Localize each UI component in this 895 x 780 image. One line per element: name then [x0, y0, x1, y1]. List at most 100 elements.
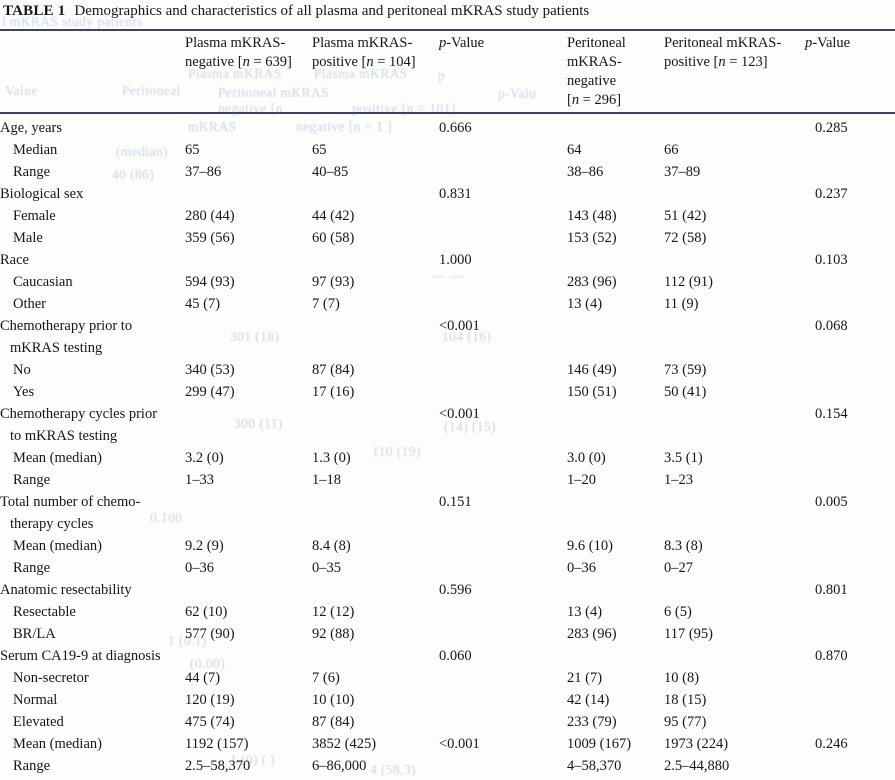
- table-row: BR/LA 577 (90) 92 (88) 283 (96) 117 (95): [0, 623, 895, 645]
- value-cell: [310, 117, 437, 139]
- p-value-cell: [805, 557, 895, 579]
- header-bottom-rule: [0, 112, 895, 114]
- p-value-cell: [805, 447, 895, 469]
- value-cell: 73 (59): [664, 362, 707, 378]
- header-row: Plasma mKRAS- negative [n = 639] Plasma m…: [0, 34, 895, 110]
- value-cell: 475 (74): [185, 714, 235, 730]
- value-cell: [310, 491, 437, 535]
- value-cell: 95 (77): [664, 714, 707, 730]
- value-cell: 120 (19): [185, 692, 235, 708]
- p-value-cell: [437, 755, 565, 777]
- p-value-cell: [805, 755, 895, 777]
- table-row: Range 0–36 0–35 0–36 0–27: [0, 557, 895, 579]
- ghost-text-fragment: 104 (16): [442, 329, 492, 344]
- p-value-cell: [805, 711, 895, 733]
- row-label: Male: [13, 230, 43, 246]
- table-row: Female 280 (44) 44 (42) 143 (48) 51 (42): [0, 205, 895, 227]
- row-label: Caucasian: [13, 274, 73, 290]
- value-cell: [183, 183, 310, 205]
- ghost-text-fragment: — —: [432, 268, 464, 283]
- value-cell: 44 (7): [185, 670, 221, 686]
- value-cell: 3.0 (0): [567, 450, 606, 466]
- table-row: Total number of chemo- therapy cycles 0.1…: [0, 491, 895, 535]
- value-cell: 283 (96): [567, 274, 617, 290]
- value-cell: [662, 579, 805, 601]
- ghost-text-fragment: negative [n = 1 ]: [296, 119, 393, 134]
- column-header: p-Value: [805, 35, 851, 51]
- p-value-cell: 1.000: [439, 252, 472, 268]
- table-row: Biological sex 0.831 0.237: [0, 183, 895, 205]
- p-value-cell: 0.151: [439, 494, 472, 510]
- value-cell: 12 (12): [312, 604, 355, 620]
- p-value-cell: [437, 711, 565, 733]
- p-value-cell: [437, 689, 565, 711]
- value-cell: [183, 315, 310, 359]
- table-row: Median 65 65 64 66: [0, 139, 895, 161]
- p-value-cell: [805, 271, 895, 293]
- value-cell: 2.5–58,370: [185, 758, 251, 774]
- value-cell: 283 (96): [567, 626, 617, 642]
- ghost-text-fragment: (median): [116, 144, 168, 159]
- value-cell: 66: [664, 142, 679, 158]
- p-value-cell: [437, 623, 565, 645]
- p-value-cell: 0.060: [439, 648, 472, 664]
- table-row: Race 1.000 0.103: [0, 249, 895, 271]
- value-cell: 8.3 (8): [664, 538, 703, 554]
- table-row: No 340 (53) 87 (84) 146 (49) 73 (59): [0, 359, 895, 381]
- value-cell: 72 (58): [664, 230, 707, 246]
- row-label: Mean (median): [13, 538, 102, 554]
- table-row: Chemotherapy prior to mKRAS testing <0.00…: [0, 315, 895, 359]
- top-rule: [0, 29, 895, 31]
- row-label: Female: [13, 208, 56, 224]
- value-cell: [565, 579, 662, 601]
- value-cell: 37–86: [185, 164, 222, 180]
- value-cell: 60 (58): [312, 230, 355, 246]
- column-header: Peritoneal mKRAS- negative [n = 296]: [567, 35, 626, 108]
- ghost-text-fragment: 301 (18): [230, 329, 280, 344]
- value-cell: 0–35: [312, 560, 341, 576]
- p-value-cell: [437, 227, 565, 249]
- value-cell: [183, 491, 310, 535]
- value-cell: 112 (91): [664, 274, 713, 290]
- value-cell: 42 (14): [567, 692, 610, 708]
- value-cell: [662, 117, 805, 139]
- p-value-cell: [437, 601, 565, 623]
- value-cell: 1–20: [567, 472, 596, 488]
- table-row: Other 45 (7) 7 (7) 13 (4) 11 (9): [0, 293, 895, 315]
- value-cell: 64: [567, 142, 582, 158]
- value-cell: [662, 249, 805, 271]
- row-label: Non-secretor: [13, 670, 89, 686]
- value-cell: 0–36: [185, 560, 214, 576]
- table-title: TABLE 1 Demographics and characteristics …: [3, 3, 589, 20]
- value-cell: 594 (93): [185, 274, 235, 290]
- column-header: Plasma mKRAS- negative [n = 639]: [185, 35, 292, 70]
- value-cell: [310, 645, 437, 667]
- value-cell: [310, 403, 437, 447]
- p-value-cell: 0.005: [815, 494, 848, 510]
- p-value-cell: [437, 557, 565, 579]
- row-label: Resectable: [13, 604, 76, 620]
- p-value-cell: [437, 205, 565, 227]
- ghost-text-fragment: p-Valu: [498, 86, 537, 101]
- row-label: Mean (median): [13, 736, 102, 752]
- value-cell: 65: [185, 142, 200, 158]
- table-row: Normal 120 (19) 10 (10) 42 (14) 18 (15): [0, 689, 895, 711]
- p-value-cell: 0.285: [815, 120, 848, 136]
- value-cell: 62 (10): [185, 604, 228, 620]
- p-value-cell: 0.237: [815, 186, 848, 202]
- ghost-text-fragment: mKRAS: [188, 119, 237, 134]
- column-header: Peritoneal mKRAS- positive [n = 123]: [664, 35, 782, 70]
- value-cell: [310, 315, 437, 359]
- table-row: Range 37–86 40–85 38–86 37–89: [0, 161, 895, 183]
- column-header: p-Value: [439, 35, 485, 51]
- value-cell: 51 (42): [664, 208, 707, 224]
- value-cell: 21 (7): [567, 670, 603, 686]
- value-cell: 153 (52): [567, 230, 617, 246]
- ghost-text-fragment: 300 (11): [234, 416, 283, 431]
- value-cell: 117 (95): [664, 626, 713, 642]
- p-value-cell: [805, 689, 895, 711]
- value-cell: 17 (16): [312, 384, 355, 400]
- value-cell: 0–27: [664, 560, 693, 576]
- row-label: Age, years: [0, 120, 63, 136]
- value-cell: 6 (5): [664, 604, 692, 620]
